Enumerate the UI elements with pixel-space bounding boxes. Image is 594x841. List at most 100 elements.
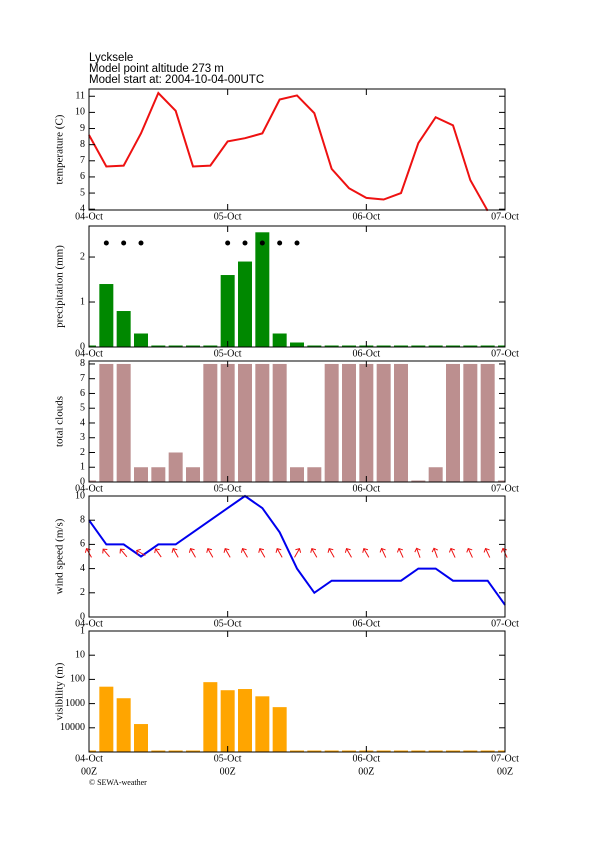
time-label: 00Z xyxy=(220,766,236,777)
bar xyxy=(203,363,218,482)
bar xyxy=(463,345,478,347)
bar xyxy=(272,363,287,482)
bar xyxy=(134,333,148,347)
bar xyxy=(220,275,235,347)
y-tick-label: 1000 xyxy=(65,698,85,709)
y-tick-label: 9 xyxy=(80,123,85,134)
y-tick-label: 6 xyxy=(80,388,85,399)
bar xyxy=(186,345,200,347)
y-tick-label: 8 xyxy=(80,514,85,525)
wind-arrow xyxy=(310,548,318,558)
bar xyxy=(359,363,374,482)
y-tick-label: 6 xyxy=(80,171,85,182)
y-tick-label: 5 xyxy=(80,187,85,198)
y-tick-label: 100 xyxy=(70,674,85,685)
y-tick-label: 4 xyxy=(80,417,85,428)
bar xyxy=(428,345,443,347)
wind-arrow xyxy=(171,548,179,558)
bar xyxy=(220,363,235,482)
bar xyxy=(220,690,235,752)
wind-arrow xyxy=(396,547,404,558)
bar xyxy=(203,682,218,752)
wind-arrow xyxy=(344,548,352,558)
wind-arrow xyxy=(102,548,110,558)
x-tick-label: 06-Oct xyxy=(352,753,380,764)
bar xyxy=(394,750,408,752)
plot-frame xyxy=(88,630,506,753)
wind-arrow xyxy=(275,548,283,558)
bar xyxy=(342,363,356,482)
x-tick-label: 04-Oct xyxy=(75,211,103,222)
bar xyxy=(89,750,96,752)
x-tick-label: 04-Oct xyxy=(75,618,103,629)
bar xyxy=(428,750,443,752)
bar xyxy=(324,363,339,482)
x-tick-label: 04-Oct xyxy=(75,753,103,764)
bar xyxy=(151,467,166,482)
precip-symbol xyxy=(138,240,144,246)
bar xyxy=(290,750,304,752)
bar xyxy=(342,345,356,347)
wind-arrow xyxy=(223,548,231,558)
x-tick-label: 05-Oct xyxy=(214,211,242,222)
y-tick-label: 3 xyxy=(80,432,85,443)
bar xyxy=(324,750,339,752)
y-tick-label: 7 xyxy=(80,373,85,384)
x-tick-label: 06-Oct xyxy=(352,483,380,494)
bar xyxy=(290,467,304,482)
bar xyxy=(446,363,460,482)
time-label: 00Z xyxy=(81,766,97,777)
y-tick-label: 0 xyxy=(80,611,85,622)
time-label: 00Z xyxy=(358,766,374,777)
wind-arrow xyxy=(466,547,473,558)
bar xyxy=(168,750,183,752)
bar xyxy=(255,696,270,752)
bar xyxy=(394,345,408,347)
x-tick-label: 07-Oct xyxy=(491,618,519,629)
wind-arrow xyxy=(154,548,162,558)
bar xyxy=(446,345,460,347)
wind-arrow xyxy=(327,548,335,558)
data-line xyxy=(88,91,489,212)
y-tick-label: 10 xyxy=(75,649,85,660)
plot-frame xyxy=(88,225,506,348)
y-tick-label: 8 xyxy=(80,139,85,150)
y-axis-label: temperature (C) xyxy=(54,114,66,184)
y-tick-label: 6 xyxy=(80,539,85,550)
bar xyxy=(446,750,460,752)
y-axis-label: visibility (m) xyxy=(54,662,66,720)
y-tick-label: 10 xyxy=(75,107,85,118)
precip-symbol xyxy=(103,240,109,246)
bar xyxy=(272,707,287,752)
precip-symbol xyxy=(121,240,127,246)
bar xyxy=(376,363,391,482)
x-tick-label: 04-Oct xyxy=(75,348,103,359)
bar xyxy=(324,345,339,347)
wind-arrow xyxy=(362,548,370,558)
bar xyxy=(238,689,252,752)
bar xyxy=(186,467,200,482)
bar xyxy=(376,345,391,347)
y-tick-label: 7 xyxy=(80,155,85,166)
x-tick-label: 07-Oct xyxy=(491,348,519,359)
y-tick-label: 0 xyxy=(80,476,85,487)
wind-arrow xyxy=(136,548,146,556)
x-tick-label: 06-Oct xyxy=(352,348,380,359)
y-tick-label: 1 xyxy=(80,625,85,636)
y-tick-label: 2 xyxy=(80,251,85,262)
bar xyxy=(151,750,166,752)
bar xyxy=(116,363,131,482)
bar xyxy=(411,750,426,752)
plot-frame xyxy=(88,495,506,618)
y-tick-label: 1 xyxy=(80,462,85,473)
wind-arrow xyxy=(206,548,214,558)
x-tick-label: 06-Oct xyxy=(352,618,380,629)
bar xyxy=(428,467,443,482)
precip-symbol xyxy=(242,240,248,246)
bar xyxy=(342,750,356,752)
bar xyxy=(376,750,391,752)
x-tick-label: 07-Oct xyxy=(491,753,519,764)
data-line xyxy=(88,494,506,606)
x-tick-label: 07-Oct xyxy=(491,483,519,494)
